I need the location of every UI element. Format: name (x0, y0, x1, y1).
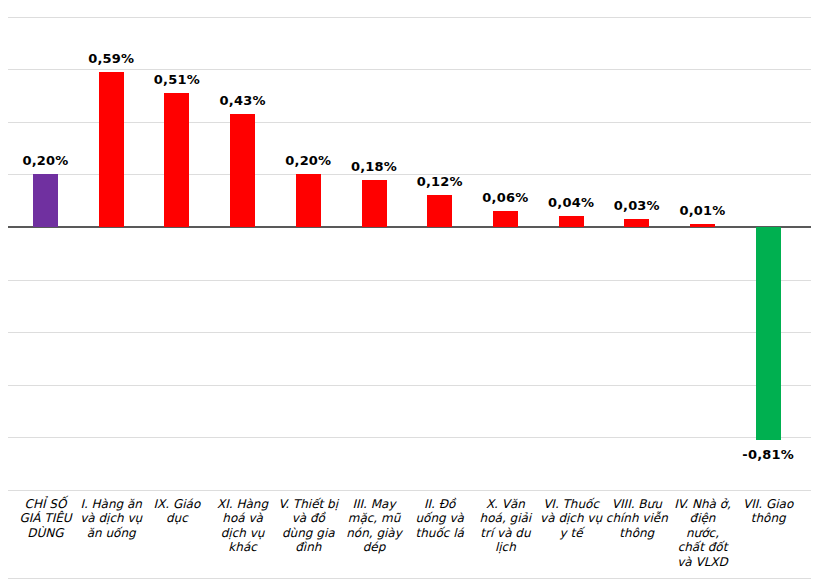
value-label: 0,51% (154, 72, 200, 87)
bar-5 (362, 180, 387, 227)
value-label: 0,12% (417, 174, 463, 189)
chart-bottom-border (8, 578, 811, 579)
value-label: 0,20% (285, 153, 331, 168)
bar-1 (99, 72, 124, 227)
value-label: 0,06% (482, 190, 528, 205)
bar-0 (33, 174, 58, 227)
bar-11 (756, 227, 781, 440)
gridline (8, 69, 811, 70)
value-label: 0,59% (88, 51, 134, 66)
bar-8 (559, 216, 584, 227)
gridline (8, 332, 811, 333)
gridline (8, 174, 811, 175)
bar-3 (230, 114, 255, 227)
category-label: VII. Giao thông (729, 497, 807, 526)
bar-4 (296, 174, 321, 227)
value-label: -0,81% (742, 447, 794, 462)
value-label: 0,01% (679, 203, 725, 218)
value-label: 0,43% (220, 93, 266, 108)
value-label: 0,18% (351, 159, 397, 174)
gridline (8, 385, 811, 386)
bar-6 (427, 195, 452, 227)
gridline (8, 490, 811, 491)
bar-9 (624, 219, 649, 227)
cpi-bar-chart: 0,20% 0,59% 0,51% 0,43% 0,20% 0,18% 0,12% 0,06%… (0, 0, 819, 582)
bar-2 (164, 93, 189, 227)
bar-7 (493, 211, 518, 227)
gridline (8, 437, 811, 438)
value-label: 0,20% (22, 153, 68, 168)
gridline (8, 17, 811, 18)
value-label: 0,03% (614, 198, 660, 213)
gridline (8, 280, 811, 281)
gridline (8, 122, 811, 123)
bar-10 (690, 224, 715, 227)
value-label: 0,04% (548, 195, 594, 210)
